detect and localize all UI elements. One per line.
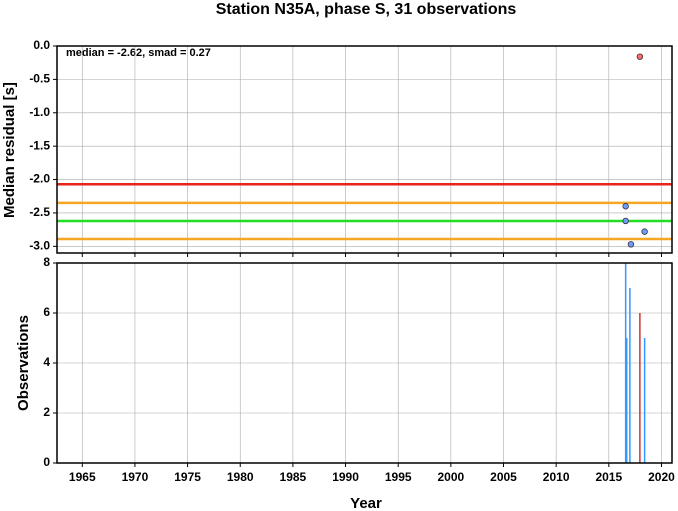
y-tick-label: -1.5 bbox=[29, 138, 50, 152]
data-point bbox=[622, 203, 629, 210]
y-tick-label: -0.5 bbox=[29, 72, 50, 86]
y-axis-label: Median residual [s] bbox=[1, 82, 18, 218]
chart-title: Station N35A, phase S, 31 observations bbox=[216, 1, 517, 18]
x-tick-label: 1970 bbox=[122, 470, 149, 484]
x-tick-label: 1980 bbox=[227, 470, 254, 484]
y-tick-label: -2.5 bbox=[29, 205, 50, 219]
annotation: median = -2.62, smad = 0.27 bbox=[66, 47, 211, 59]
x-tick-label: 2005 bbox=[490, 470, 517, 484]
data-point bbox=[636, 53, 644, 60]
x-tick-label: 2000 bbox=[438, 470, 465, 484]
x-tick-label: 1995 bbox=[385, 470, 412, 484]
y-tick-label: 2 bbox=[43, 405, 50, 419]
plot-frame bbox=[56, 262, 673, 464]
y-tick-label: 0.0 bbox=[33, 38, 50, 52]
x-tick-label: 1975 bbox=[174, 470, 201, 484]
x-tick-label: 1985 bbox=[280, 470, 307, 484]
data-point bbox=[641, 228, 648, 235]
y-tick-label: -1.0 bbox=[29, 105, 50, 119]
x-tick-label: 1965 bbox=[69, 470, 96, 484]
data-point bbox=[627, 241, 635, 248]
x-axis-label: Year bbox=[350, 495, 382, 511]
x-tick-label: 1990 bbox=[332, 470, 359, 484]
y-tick-label: 8 bbox=[43, 255, 50, 269]
y-tick-label: -3.0 bbox=[29, 238, 50, 252]
x-tick-label: 2020 bbox=[648, 470, 675, 484]
x-tick-label: 2015 bbox=[595, 470, 622, 484]
y-tick-label: 4 bbox=[43, 355, 50, 369]
x-tick-label: 2010 bbox=[543, 470, 570, 484]
plot-frame bbox=[56, 45, 673, 254]
data-point bbox=[622, 217, 629, 225]
y-axis-label: Observations bbox=[15, 315, 32, 411]
y-tick-label: -2.0 bbox=[29, 172, 50, 186]
y-tick-label: 0 bbox=[43, 455, 50, 469]
y-tick-label: 6 bbox=[43, 305, 50, 319]
